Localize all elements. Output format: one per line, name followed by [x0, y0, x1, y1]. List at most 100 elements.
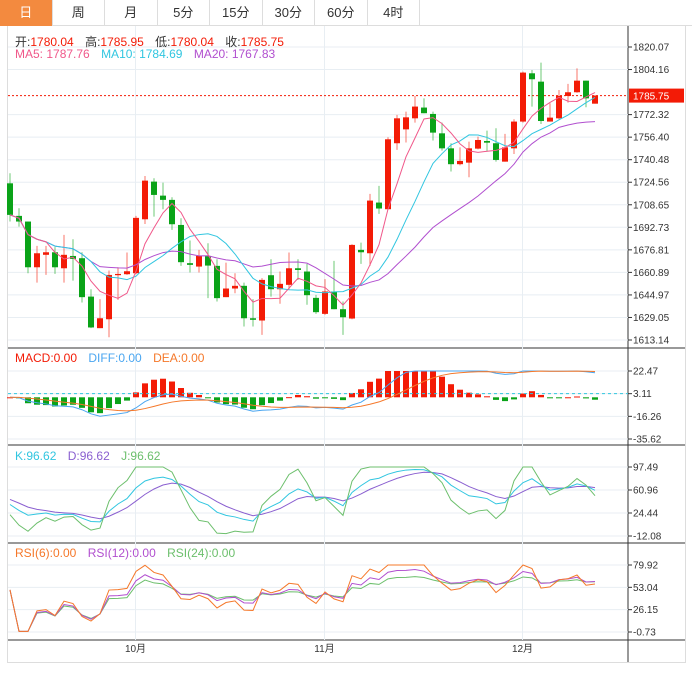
tab-month[interactable]: 月 [105, 0, 158, 26]
candle-up [142, 180, 148, 220]
macd-bar [61, 397, 67, 406]
candle-up [457, 160, 463, 165]
macd-bar [430, 371, 436, 398]
rsi12-value: RSI(12):0.00 [87, 546, 156, 560]
candle-down [52, 252, 58, 268]
candle-up [61, 254, 67, 269]
macd-bar [574, 396, 580, 398]
macd-bar [70, 397, 76, 405]
macd-bar [520, 393, 526, 398]
macd-bar [349, 392, 355, 398]
rsi-axis-label: -0.73 [633, 628, 656, 639]
macd-bar [304, 396, 310, 398]
high-value: 1785.95 [100, 35, 144, 49]
tab-day[interactable]: 日 [0, 0, 53, 26]
x-axis-label: 12月 [512, 643, 533, 655]
candle-down [7, 183, 13, 215]
dea-value: DEA:0.00 [153, 351, 205, 365]
candle-up [322, 291, 328, 314]
candle-up [547, 117, 553, 122]
macd-bar [556, 397, 562, 399]
tab-30min[interactable]: 30分 [263, 0, 315, 26]
d-line [9, 471, 596, 520]
candle-down [358, 249, 364, 253]
candle-down [439, 133, 445, 149]
candle-up [412, 106, 418, 119]
macd-bar [250, 397, 256, 410]
diff-value: DIFF:0.00 [88, 351, 142, 365]
rsi12-line [9, 568, 596, 632]
close-label: 收: [225, 35, 241, 49]
candle-down [304, 271, 310, 296]
tab-4hour[interactable]: 4时 [368, 0, 420, 26]
candle-up [34, 253, 40, 268]
macd-bar [214, 397, 220, 403]
macd-bar [232, 397, 238, 405]
candle-down [268, 275, 274, 290]
candle-up [565, 92, 571, 96]
macd-axis-label: -35.62 [633, 435, 662, 446]
chart-frame [7, 26, 686, 663]
candle-down [331, 291, 337, 310]
candle-up [574, 80, 580, 93]
macd-bar [412, 371, 418, 398]
candle-down [421, 107, 427, 114]
rsi-axis-label: 26.15 [633, 605, 658, 616]
candle-up [277, 283, 283, 290]
main-axis-label: 1613.14 [633, 336, 670, 347]
candle-down [250, 318, 256, 320]
candle-down [169, 199, 175, 225]
kdj-axis-label: -12.08 [633, 532, 662, 543]
current-price-label: 1785.75 [633, 92, 670, 103]
main-axis-label: 1724.56 [633, 178, 670, 189]
candle-up [259, 279, 265, 321]
open-value: 1780.04 [30, 35, 74, 49]
candle-up [367, 200, 373, 254]
kdj-axis-label: 60.96 [633, 486, 658, 497]
tab-15min[interactable]: 15分 [210, 0, 263, 26]
kdj-legend: K:96.62 D:96.62 J:96.62 [15, 449, 168, 463]
candle-up [511, 121, 517, 149]
candle-down [484, 140, 490, 143]
tab-60min[interactable]: 60分 [315, 0, 368, 26]
ohlc-legend: 开:1780.04 高:1785.95 低:1780.04 收:1785.75 [15, 33, 292, 50]
macd-bar [241, 397, 247, 408]
macd-bar [331, 397, 337, 399]
candle-down [25, 221, 31, 268]
candle-up [403, 117, 409, 130]
macd-bar [538, 394, 544, 398]
ma5-line [9, 92, 596, 306]
ma5-value: MA5: 1787.76 [15, 47, 90, 61]
macd-value: MACD:0.00 [15, 351, 78, 365]
main-axis-label: 1804.16 [633, 65, 670, 76]
candle-up [286, 268, 292, 285]
candle-up [115, 273, 121, 276]
rsi6-value: RSI(6):0.00 [15, 546, 77, 560]
main-axis-label: 1644.97 [633, 290, 670, 301]
macd-bar [178, 388, 184, 398]
kdj-axis-label: 24.44 [633, 509, 658, 520]
tab-5min[interactable]: 5分 [158, 0, 210, 26]
macd-bar [340, 397, 346, 401]
candle-down [538, 81, 544, 122]
ma-legend: MA5: 1787.76 MA10: 1784.69 MA20: 1767.83 [15, 47, 283, 61]
macd-bar [502, 397, 508, 402]
ma20-line [9, 121, 596, 287]
candle-down [313, 297, 319, 313]
ma20-value: MA20: 1767.83 [193, 47, 276, 61]
tab-week[interactable]: 周 [53, 0, 105, 26]
low-label: 低: [155, 35, 171, 49]
candle-up [232, 285, 238, 289]
main-axis-label: 1820.07 [633, 43, 670, 54]
candle-down [583, 80, 589, 99]
candle-down [151, 181, 157, 195]
macd-bar [394, 371, 400, 398]
macd-bar [259, 397, 265, 406]
macd-bar [160, 378, 166, 398]
macd-bar [358, 389, 364, 398]
candle-up [475, 139, 481, 149]
macd-bar [115, 397, 121, 405]
macd-bar [529, 391, 535, 398]
macd-bar [97, 397, 103, 414]
